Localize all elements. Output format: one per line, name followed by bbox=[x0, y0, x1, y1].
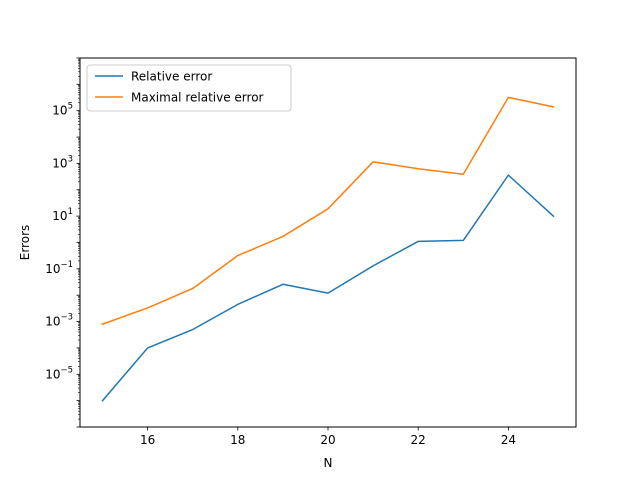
series-line-1 bbox=[101, 174, 555, 402]
y-tick-label: 10−3 bbox=[45, 313, 73, 329]
legend: Relative error Maximal relative error bbox=[86, 64, 292, 112]
y-axis-label: Errors bbox=[18, 225, 32, 261]
y-tick-label: 103 bbox=[52, 154, 73, 170]
y-tick-label: 101 bbox=[52, 207, 73, 223]
legend-label-1: Relative error bbox=[131, 70, 212, 84]
series-layer bbox=[101, 96, 555, 402]
x-tick-label: 20 bbox=[320, 433, 335, 447]
plot-frame bbox=[79, 57, 577, 428]
x-tick-label: 24 bbox=[501, 433, 516, 447]
x-tick-label: 16 bbox=[140, 433, 155, 447]
y-tick-label: 10−1 bbox=[45, 260, 73, 276]
legend-box bbox=[86, 64, 292, 112]
axis-layer: 16 18 20 22 24 10−5 10−3 10−1 101 103 105 bbox=[45, 57, 516, 447]
x-tick-label: 18 bbox=[230, 433, 245, 447]
y-tick-label: 105 bbox=[52, 102, 73, 118]
x-axis-label: N bbox=[324, 456, 333, 470]
plot-area bbox=[80, 58, 576, 427]
legend-label-2: Maximal relative error bbox=[131, 91, 264, 105]
series-line-2 bbox=[101, 96, 555, 326]
x-tick-label: 22 bbox=[411, 433, 426, 447]
y-tick-label: 10−5 bbox=[45, 365, 73, 381]
